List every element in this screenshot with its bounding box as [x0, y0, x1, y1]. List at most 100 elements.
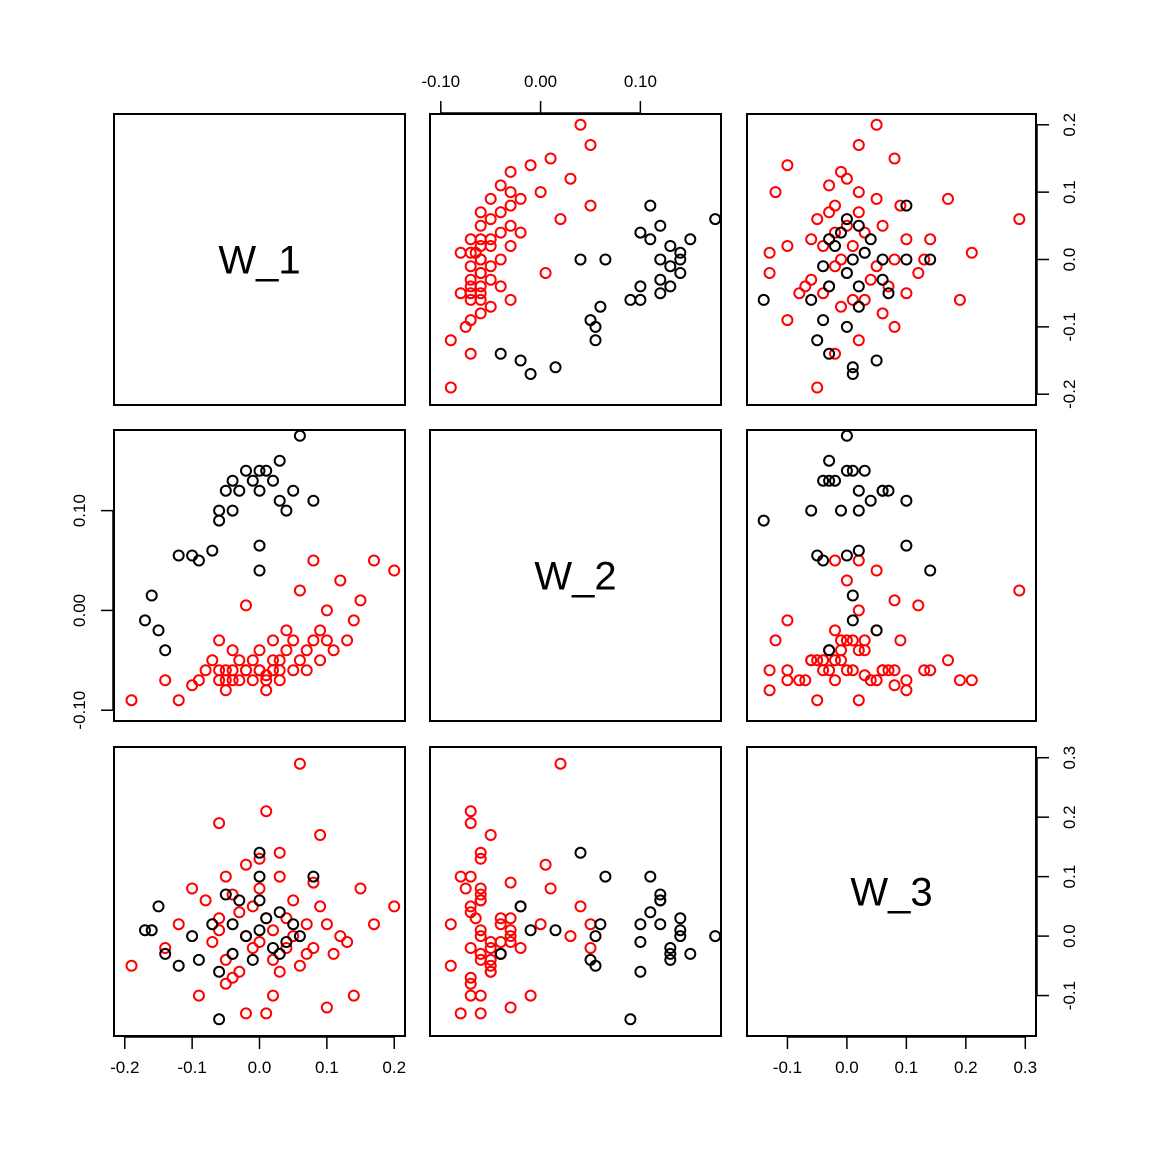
data-point: [314, 624, 327, 637]
data-point: [846, 634, 859, 647]
data-point: [900, 233, 913, 246]
data-point: [444, 381, 457, 394]
data-point: [145, 924, 158, 937]
data-point: [459, 882, 472, 895]
data-point: [942, 654, 954, 667]
data-point: [1013, 213, 1026, 226]
data-point: [273, 846, 286, 859]
data-point: [327, 644, 340, 657]
data-point: [253, 882, 266, 895]
data-point: [464, 989, 477, 1002]
data-point: [840, 172, 853, 185]
panel-frame: [113, 746, 406, 1037]
data-point: [300, 644, 313, 657]
data-point: [594, 300, 607, 313]
data-point: [823, 179, 836, 192]
data-point: [314, 900, 327, 913]
data-point: [464, 942, 477, 954]
data-point: [192, 989, 205, 1002]
data-point: [125, 959, 138, 972]
data-point: [347, 989, 360, 1002]
data-point: [811, 334, 824, 347]
data-point: [799, 280, 812, 293]
tick-label: 0.2: [954, 1058, 978, 1077]
tick-label: -0.1: [177, 1058, 206, 1077]
data-point: [634, 918, 647, 931]
data-point: [226, 918, 239, 931]
data-point: [267, 474, 279, 487]
data-point: [474, 253, 487, 266]
data-point: [924, 233, 937, 246]
data-point: [320, 634, 333, 647]
data-point: [817, 240, 830, 252]
data-point: [882, 280, 895, 293]
data-point: [464, 314, 477, 327]
data-point: [835, 634, 847, 647]
data-point: [494, 918, 507, 931]
data-point: [159, 674, 172, 687]
data-point: [273, 494, 286, 507]
data-point: [918, 253, 931, 266]
data-point: [599, 253, 612, 266]
data-point: [644, 199, 657, 212]
data-point: [474, 280, 487, 293]
data-point: [280, 624, 293, 637]
data-point: [709, 930, 722, 943]
data-point: [474, 233, 487, 246]
data-point: [139, 924, 151, 937]
data-point: [634, 280, 647, 293]
data-point: [293, 584, 306, 597]
data-point: [314, 654, 327, 667]
data-point: [474, 930, 487, 943]
data-point: [835, 644, 847, 657]
data-point: [206, 918, 219, 931]
data-point: [504, 936, 517, 948]
data-point: [293, 429, 306, 442]
data-point: [152, 900, 165, 913]
data-point: [524, 159, 537, 172]
data-point: [757, 293, 770, 306]
tick-label: 0.2: [1060, 113, 1079, 137]
data-point: [260, 464, 273, 477]
data-point: [674, 912, 687, 925]
data-point: [464, 347, 477, 360]
data-point: [334, 930, 347, 943]
data-point: [664, 240, 677, 252]
data-point: [159, 942, 172, 954]
data-point: [584, 918, 597, 931]
data-point: [900, 539, 913, 552]
data-point: [817, 474, 830, 487]
data-point: [474, 924, 487, 937]
data-point: [464, 971, 477, 984]
data-point: [674, 267, 687, 279]
data-point: [246, 953, 259, 966]
data-point: [273, 664, 286, 677]
data-point: [709, 213, 722, 226]
data-point: [484, 260, 497, 273]
data-point: [574, 253, 587, 266]
tick-label: 0.00: [70, 594, 89, 627]
data-point: [781, 159, 794, 172]
data-point: [280, 942, 293, 954]
tick-label: 0.0: [1060, 248, 1079, 272]
y-axis-W_3: -0.1 0.0 0.1 0.2 0.3: [1036, 746, 1079, 1010]
data-point: [514, 226, 527, 239]
data-point: [674, 930, 687, 943]
data-point: [172, 694, 185, 707]
variable-label: W_3: [850, 871, 932, 915]
data-point: [654, 219, 667, 232]
data-point: [900, 674, 913, 687]
data-point: [253, 464, 266, 477]
data-point: [942, 192, 954, 205]
data-point: [474, 888, 487, 901]
data-point: [273, 654, 286, 667]
data-point: [320, 1001, 333, 1014]
data-point: [206, 936, 219, 948]
data-point: [817, 260, 830, 273]
data-point: [213, 912, 226, 925]
data-point: [226, 971, 239, 984]
data-point: [900, 199, 913, 212]
data-point: [852, 504, 865, 517]
data-point: [159, 644, 172, 657]
data-point: [858, 293, 871, 306]
